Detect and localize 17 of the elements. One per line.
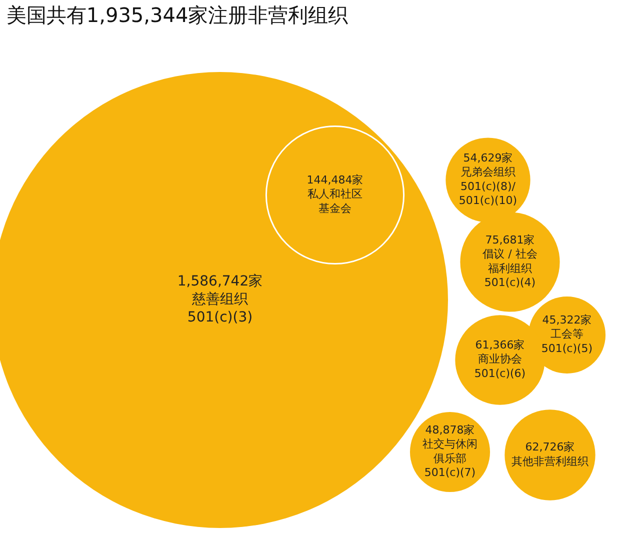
data-label: 61,366家 [475, 338, 525, 352]
category-label: 其他非营利组织 [512, 454, 588, 468]
data-label: 1,586,742家 [177, 273, 263, 290]
category-label: 私人和社区基金会 [308, 188, 362, 216]
category-label: 慈善组织 501(c)(3) [187, 290, 253, 326]
data-label: 48,878家 [425, 423, 475, 436]
category-label: 兄弟会组织 501(c)(8)/ 501(c)(10) [458, 166, 518, 208]
data-label: 54,629家 [463, 151, 513, 164]
data-label: 75,681家 [485, 233, 535, 246]
category-label: 社交与休闲俱乐部 501(c)(7) [422, 438, 478, 480]
data-label: 62,726家 [525, 440, 575, 454]
category-label: 商业协会 501(c)(6) [474, 352, 526, 380]
category-label: 工会等 501(c)(5) [541, 328, 593, 356]
category-label: 倡议 / 社会福利组织 501(c)(4) [482, 248, 538, 290]
data-label: 45,322家 [542, 313, 592, 326]
text: 美国共有1,935,344家注册非营利组织 [6, 3, 348, 28]
data-label: 144,484家 [306, 173, 364, 186]
